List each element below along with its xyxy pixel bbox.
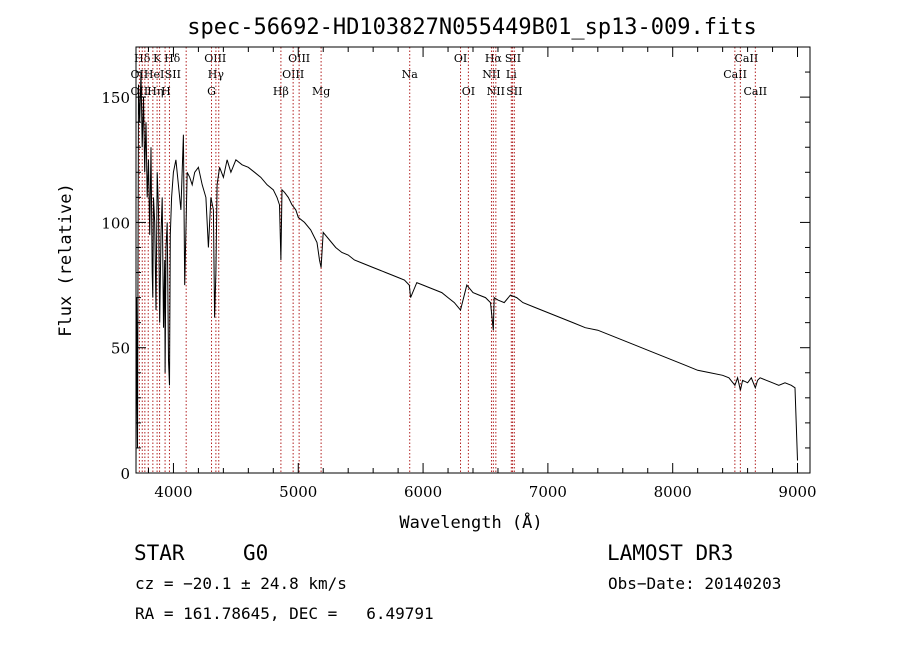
flux-series-line bbox=[135, 72, 798, 469]
line-label: Hβ bbox=[273, 85, 289, 98]
y-axis-label: Flux (relative) bbox=[56, 183, 76, 337]
spectral-line-labels: HδKHδOIIIOIIIOIHαSIICaIIOIHeISIIHγOIIINa… bbox=[131, 52, 768, 98]
line-label: OI bbox=[462, 85, 475, 98]
obs-date: Obs−Date: 20140203 bbox=[608, 574, 782, 593]
line-label: CaII bbox=[743, 85, 767, 98]
redshift-info: cz = −20.1 ± 24.8 km/s bbox=[135, 574, 347, 593]
line-label: Na bbox=[402, 68, 419, 81]
spectral-line-markers bbox=[138, 47, 756, 473]
object-class: STAR bbox=[134, 541, 185, 565]
x-tick-label: 9000 bbox=[778, 483, 816, 501]
x-tick-label: 5000 bbox=[279, 483, 317, 501]
line-label: OII bbox=[131, 85, 149, 98]
line-label: Hη bbox=[147, 85, 163, 98]
y-tick-label: 100 bbox=[101, 214, 130, 232]
line-label: SII bbox=[506, 85, 522, 98]
line-label: OIII bbox=[282, 68, 304, 81]
object-subclass: G0 bbox=[243, 541, 269, 565]
line-label: NII bbox=[482, 68, 500, 81]
line-label: SII bbox=[165, 68, 181, 81]
line-label: Hδ bbox=[164, 52, 181, 65]
line-label: NII bbox=[487, 85, 505, 98]
y-tick-label: 150 bbox=[101, 89, 130, 107]
x-tick-label: 4000 bbox=[154, 483, 192, 501]
line-label: OIII bbox=[204, 52, 226, 65]
x-tick-label: 8000 bbox=[654, 483, 692, 501]
line-label: H bbox=[161, 85, 171, 98]
y-tick-label: 0 bbox=[120, 465, 130, 483]
chart-title: spec-56692-HD103827N055449B01_sp13-009.f… bbox=[187, 15, 757, 40]
x-tick-label: 7000 bbox=[529, 483, 567, 501]
x-axis: 4000 5000 6000 7000 8000 9000 bbox=[147, 47, 817, 501]
line-label: Hγ bbox=[208, 68, 225, 81]
y-tick-label: 50 bbox=[111, 340, 130, 358]
line-label: Mg bbox=[312, 85, 330, 98]
line-label: G bbox=[207, 85, 216, 98]
y-axis: 0 50 100 150 bbox=[101, 71, 810, 483]
line-label: CaII bbox=[735, 52, 759, 65]
survey-name: LAMOST DR3 bbox=[607, 541, 734, 565]
line-label: Li bbox=[506, 68, 517, 81]
line-label: HeI bbox=[144, 68, 164, 81]
line-label: CaII bbox=[723, 68, 747, 81]
line-label: K bbox=[153, 52, 162, 65]
coordinates: RA = 161.78645, DEC = 6.49791 bbox=[135, 604, 434, 623]
plot-frame bbox=[135, 46, 811, 474]
x-tick-label: 6000 bbox=[404, 483, 442, 501]
x-axis-label: Wavelength (Å) bbox=[399, 511, 542, 533]
